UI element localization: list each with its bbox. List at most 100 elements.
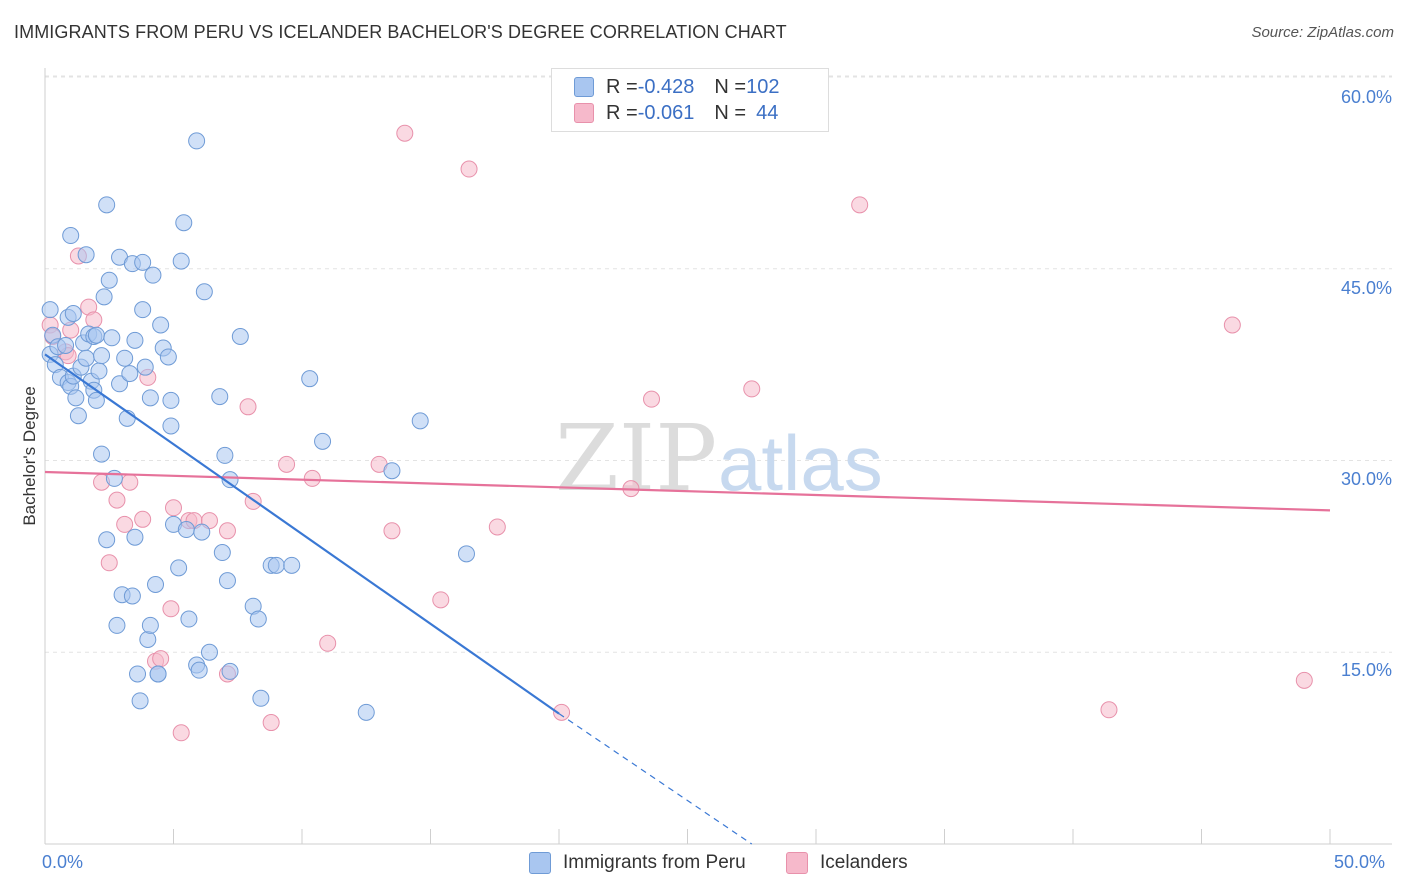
- data-point: [231, 328, 249, 346]
- data-point: [177, 521, 195, 539]
- data-point: [249, 610, 267, 628]
- data-point: [180, 610, 198, 628]
- data-point: [93, 445, 111, 463]
- chart-title: IMMIGRANTS FROM PERU VS ICELANDER BACHEL…: [14, 22, 787, 42]
- data-point: [262, 714, 280, 732]
- legend-n-value: 102: [746, 75, 780, 98]
- data-point: [111, 375, 129, 393]
- y-axis-label: Bachelor's Degree: [20, 386, 39, 526]
- data-point: [149, 665, 167, 683]
- data-point: [319, 634, 337, 652]
- legend-swatch-blue: [574, 77, 594, 97]
- y-tick-label: 60.0%: [1340, 87, 1392, 107]
- data-point: [100, 271, 118, 289]
- data-point: [1223, 316, 1241, 334]
- data-point: [121, 473, 139, 491]
- series-icelanders: [41, 124, 1313, 742]
- data-point: [553, 703, 571, 721]
- bottom-legend-peru: Immigrants from Peru: [529, 852, 746, 874]
- data-point: [147, 575, 165, 593]
- data-point: [643, 390, 661, 408]
- data-point: [162, 391, 180, 409]
- data-point: [103, 329, 121, 347]
- data-point: [77, 349, 95, 367]
- data-point: [131, 692, 149, 710]
- trend-line-peru: [44, 353, 560, 715]
- data-point: [193, 523, 211, 541]
- data-point: [213, 544, 231, 562]
- data-point: [69, 407, 87, 425]
- data-point: [1100, 701, 1118, 719]
- data-point: [488, 518, 506, 536]
- data-point: [457, 545, 475, 563]
- data-point: [190, 661, 208, 679]
- data-point: [41, 301, 59, 319]
- legend-r-label: R =: [606, 101, 638, 124]
- legend-r-value: -0.061: [637, 101, 695, 124]
- data-point: [126, 331, 144, 349]
- legend-n-value: 44: [756, 101, 779, 124]
- data-point: [221, 471, 239, 489]
- legend-swatch-blue: [529, 852, 551, 874]
- data-point: [152, 650, 170, 668]
- data-point: [357, 703, 375, 721]
- data-point: [93, 347, 111, 365]
- data-point: [383, 462, 401, 480]
- bottom-legend-icelanders: Icelanders: [786, 852, 908, 874]
- data-point: [170, 559, 188, 577]
- data-point: [211, 388, 229, 406]
- y-tick-label: 15.0%: [1340, 660, 1392, 680]
- legend-r-value: -0.428: [637, 75, 695, 98]
- data-point: [162, 417, 180, 435]
- data-point: [303, 469, 321, 487]
- trend-line-peru-extension: [558, 713, 753, 845]
- data-point: [98, 531, 116, 549]
- data-point: [126, 528, 144, 546]
- data-point: [108, 491, 126, 509]
- data-point: [139, 630, 157, 648]
- data-point: [123, 587, 141, 605]
- data-point: [87, 326, 105, 344]
- y-tick-label: 30.0%: [1340, 469, 1392, 489]
- data-point: [87, 391, 105, 409]
- data-point: [116, 515, 134, 533]
- data-point: [141, 389, 159, 407]
- data-point: [218, 572, 236, 590]
- data-point: [218, 522, 236, 540]
- data-point: [314, 432, 332, 450]
- data-point: [396, 124, 414, 142]
- correlation-legend: R = -0.428 N = 102 R = -0.061 N = 44: [551, 68, 829, 132]
- series-name: Immigrants from Peru: [563, 852, 746, 873]
- data-point: [64, 304, 82, 322]
- legend-r-label: R =: [606, 75, 638, 98]
- trend-line-icelanders: [44, 470, 1331, 512]
- data-point: [162, 600, 180, 618]
- data-point: [98, 196, 116, 214]
- legend-n-label: N =: [714, 75, 747, 98]
- data-point: [267, 556, 285, 574]
- data-point: [144, 266, 162, 284]
- data-point: [200, 643, 218, 661]
- data-point: [383, 522, 401, 540]
- data-point: [134, 301, 152, 319]
- data-point: [432, 591, 450, 609]
- data-point: [851, 196, 869, 214]
- axes: [44, 68, 1392, 845]
- data-point: [411, 412, 429, 430]
- data-point: [116, 349, 134, 367]
- data-point: [57, 336, 75, 354]
- data-point: [90, 362, 108, 380]
- legend-swatch-pink: [574, 103, 594, 123]
- data-point: [121, 365, 139, 383]
- data-point: [108, 616, 126, 634]
- data-point: [62, 227, 80, 245]
- legend-swatch-pink: [786, 852, 808, 874]
- data-point: [283, 556, 301, 574]
- data-point: [1295, 671, 1313, 689]
- legend-row-icelanders: R = -0.061 N = 44: [574, 101, 778, 125]
- x-tick-label: 0.0%: [42, 852, 84, 872]
- series-name: Icelanders: [820, 852, 908, 873]
- data-point: [134, 253, 152, 271]
- source-label: Source: ZipAtlas.com: [1251, 24, 1394, 41]
- legend-row-peru: R = -0.428 N = 102: [574, 75, 779, 99]
